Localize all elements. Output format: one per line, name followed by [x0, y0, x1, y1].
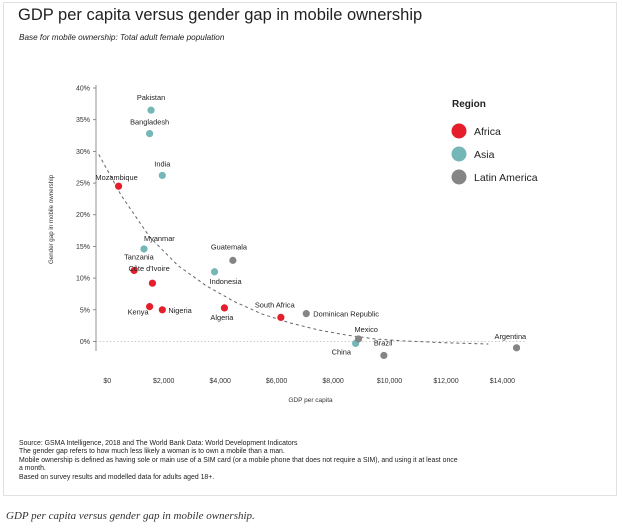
data-point: [229, 256, 237, 264]
note-gender-gap: The gender gap refers to how much less l…: [19, 448, 285, 456]
point-label: Argentina: [495, 332, 528, 341]
x-tick-label: $6,000: [266, 378, 288, 385]
y-tick-label: 30%: [76, 149, 90, 156]
point-label: Tanzania: [124, 253, 154, 262]
scatter-chart: 0% 5% 10% 15% 20% 25% 30% 35% 40% $0 $2,000 $4,000 $…: [48, 85, 538, 404]
data-point: [114, 182, 123, 190]
data-point: [354, 335, 363, 343]
point-label: Guatemala: [211, 242, 248, 251]
point-label: Myanmar: [144, 234, 175, 243]
point-label: Nigeria: [168, 306, 192, 315]
point-label: South Africa: [255, 300, 296, 309]
legend-title: Region: [452, 99, 486, 110]
data-point: [148, 279, 157, 287]
point-label: India: [154, 159, 171, 168]
x-tick-label: $0: [103, 378, 111, 385]
point-label: Algeria: [210, 313, 234, 322]
point-label: Pakistan: [137, 93, 165, 102]
y-tick-label: 20%: [76, 212, 90, 219]
chart-title: GDP per capita versus gender gap in mobi…: [18, 6, 423, 24]
data-point: [146, 130, 154, 138]
legend-swatch: [451, 169, 467, 185]
legend-label: Africa: [474, 126, 501, 138]
point-label: Mozambique: [95, 173, 137, 182]
chart-subtitle: Base for mobile ownership: Total adult f…: [19, 33, 225, 42]
legend-swatch: [451, 146, 467, 162]
x-tick-label: $2,000: [153, 378, 175, 385]
data-point: [512, 344, 521, 352]
x-axis-label: GDP per capita: [288, 397, 333, 404]
x-tick-label: $4,000: [209, 378, 231, 385]
y-tick-label: 10%: [76, 276, 90, 283]
point-label: Côte d'Ivoire: [128, 264, 169, 273]
point-label: Indonesia: [210, 277, 243, 286]
y-tick-label: 5%: [80, 307, 90, 314]
data-point: [380, 351, 388, 360]
note-source: Source: GSMA Intelligence, 2018 and The …: [19, 440, 298, 447]
data-point: [158, 171, 166, 180]
x-tick-label: $8,000: [322, 378, 344, 385]
data-point: [130, 266, 138, 275]
trend-line: [98, 154, 489, 345]
legend-label: Asia: [474, 149, 495, 161]
data-point: [220, 304, 229, 312]
figure-caption: GDP per capita versus gender gap in mobi…: [6, 510, 255, 522]
y-tick-label: 15%: [76, 244, 90, 251]
data-point: [140, 245, 148, 253]
y-tick-label: 35%: [76, 117, 90, 124]
data-point: [158, 306, 166, 314]
point-label: Dominican Republic: [313, 310, 379, 319]
data-point: [277, 313, 285, 322]
chart-card: [3, 2, 617, 496]
x-tick-label: $12,000: [433, 378, 458, 385]
point-label: Bangladesh: [130, 118, 169, 127]
data-point: [210, 268, 219, 276]
note-mobile-ownership: Mobile ownership is defined as having so…: [19, 456, 458, 473]
chart-notes: Source: GSMA Intelligence, 2018 and The …: [19, 440, 459, 482]
x-tick-label: $14,000: [490, 378, 515, 385]
point-label: Kenya: [128, 308, 150, 317]
point-label: China: [332, 347, 352, 356]
legend-label: Latin America: [474, 172, 538, 184]
y-tick-label: 0%: [80, 339, 90, 346]
data-point: [146, 303, 154, 311]
y-tick-label: 40%: [76, 86, 90, 93]
x-tick-label: $10,000: [377, 378, 402, 385]
legend-swatch: [451, 123, 467, 139]
data-point: [147, 106, 155, 114]
y-axis-label: Gender gap in mobile ownership: [48, 174, 55, 264]
point-label: Brazil: [374, 338, 393, 347]
y-tick-label: 25%: [76, 181, 90, 188]
note-survey-base: Based on survey results and modelled dat…: [19, 473, 215, 481]
point-label: Mexico: [354, 325, 377, 334]
data-point: [302, 310, 310, 318]
